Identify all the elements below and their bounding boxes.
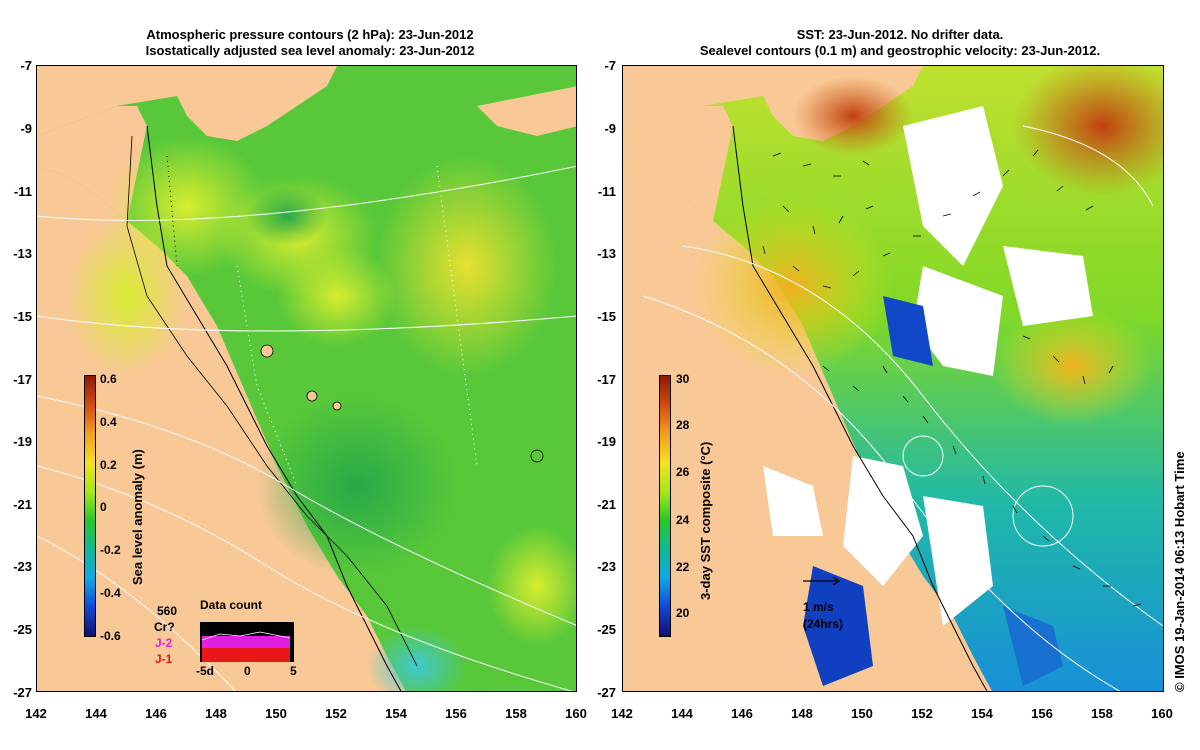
right-title-line2: Sealevel contours (0.1 m) and geostrophi… [699,43,1101,58]
colorbar-tick: 0.6 [100,372,117,386]
left-title: Atmospheric pressure contours (2 hPa): 2… [40,27,580,59]
right-title-line1: SST: 23-Jun-2012. No drifter data. [796,27,1004,42]
left-map-panel[interactable] [36,65,577,692]
right-colorbar [659,375,671,637]
lon-tick: 144 [85,706,107,721]
lat-tick: -13 [13,246,32,261]
left-title-line2: Isostatically adjusted sea level anomaly… [145,43,475,58]
lat-tick: -15 [597,309,616,324]
left-title-line1: Atmospheric pressure contours (2 hPa): 2… [146,27,474,42]
lon-tick: 150 [851,706,873,721]
geostrophic-velocity-arrows [762,149,1142,607]
colorbar-tick: 30 [676,372,690,386]
colorbar-tick: -0.4 [100,586,121,600]
lat-tick: -17 [13,372,32,387]
lat-tick: -23 [597,559,616,574]
lat-tick: -21 [597,497,616,512]
left-colorbar [84,375,96,637]
colorbar-tick: 0.4 [100,415,117,429]
satellite-cr: Cr? [154,620,175,634]
data-count-x-right: 5 [290,664,297,678]
credit-text: © IMOS 19-Jan-2014 06:13 Hobart Time [1172,451,1187,692]
sst-map [623,66,1163,691]
lat-tick: -13 [597,246,616,261]
lat-tick: -19 [597,434,616,449]
lon-tick: 148 [205,706,227,721]
lat-tick: -7 [20,58,32,73]
lat-tick: -7 [604,58,616,73]
lat-tick: -23 [13,559,32,574]
lat-tick: -21 [13,497,32,512]
velocity-scale-arrow [803,576,841,586]
lon-tick: 156 [445,706,467,721]
colorbar-tick: 22 [676,560,690,574]
colorbar-tick: -0.2 [100,543,121,557]
left-colorbar-label: Sea level anomaly (m) [130,449,145,585]
satellite-560: 560 [157,604,178,618]
lat-tick: -11 [13,184,32,199]
lon-tick: 144 [671,706,693,721]
lat-tick: -19 [13,434,32,449]
lon-tick: 142 [25,706,47,721]
lon-tick: 152 [911,706,933,721]
colorbar-tick: 24 [676,513,690,527]
lat-tick: -15 [13,309,32,324]
colorbar-tick: 26 [676,465,690,479]
lat-tick: -27 [13,685,32,700]
lat-tick: -9 [20,121,32,136]
velocity-scale-sublabel: (24hrs) [803,617,844,631]
right-title: SST: 23-Jun-2012. No drifter data. Seale… [620,27,1180,59]
satellite-j1: J-1 [155,652,173,666]
lon-tick: 152 [325,706,347,721]
colorbar-tick: 28 [676,418,690,432]
data-count-title: Data count [200,598,263,612]
lat-tick: -17 [597,372,616,387]
satellite-j2: J-2 [155,636,173,650]
data-count-x-mid: 0 [244,664,251,678]
lon-tick: 150 [265,706,287,721]
lon-tick: 148 [791,706,813,721]
lat-tick: -25 [597,622,616,637]
lon-tick: 146 [145,706,167,721]
lon-tick: 158 [505,706,527,721]
right-colorbar-label: 3-day SST composite (°C) [698,441,713,600]
data-count-x-left: -5d [196,664,214,678]
colorbar-tick: 0 [100,500,107,514]
lon-tick: 160 [1151,706,1173,721]
lon-tick: 146 [731,706,753,721]
colorbar-tick: 20 [676,606,690,620]
data-count-bars [200,622,294,662]
lon-tick: 142 [611,706,633,721]
lon-tick: 160 [565,706,587,721]
lon-tick: 154 [385,706,407,721]
lon-tick: 154 [971,706,993,721]
lon-tick: 156 [1031,706,1053,721]
lat-tick: -9 [604,121,616,136]
lon-tick: 158 [1091,706,1113,721]
lat-tick: -25 [13,622,32,637]
sea-level-anomaly-map [37,66,576,691]
lat-tick: -27 [597,685,616,700]
right-map-panel[interactable] [622,65,1164,692]
colorbar-tick: 0.2 [100,458,117,472]
lat-tick: -11 [597,184,616,199]
colorbar-tick: -0.6 [100,629,121,643]
velocity-scale-label: 1 m/s [803,600,834,614]
